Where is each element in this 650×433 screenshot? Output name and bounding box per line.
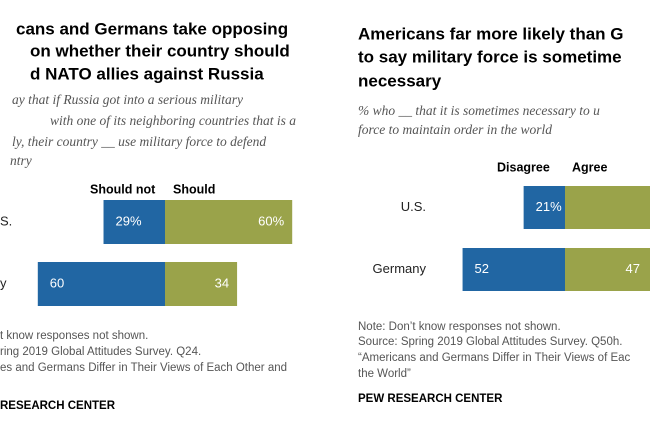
chart-title: on whether their country should [30,41,290,60]
credit: PEW RESEARCH CENTER [358,393,503,405]
note: “Americans and Germans Differ in Their V… [358,352,631,364]
chart-subtitle: ntry [10,153,32,168]
value-label: 52 [475,261,489,276]
legend-label: Disagree [497,160,550,174]
category-label: U.S. [401,199,426,214]
note: Source: Spring 2019 Global Attitudes Sur… [358,336,622,348]
bar [462,248,565,291]
category-label: y [0,275,7,290]
value-label: 60% [258,213,284,228]
chart-subtitle: with one of its neighboring countries th… [50,113,296,128]
note: es and Germans Differ in Their Views of … [0,362,287,374]
value-label: 21% [536,199,562,214]
chart-subtitle: force to maintain order in the world [358,122,552,137]
chart-title: necessary [358,71,442,90]
note: ring 2019 Global Attitudes Survey. Q24. [0,346,201,358]
category-label: Germany [373,261,427,276]
legend-label: Should not [90,182,156,196]
bar [165,200,293,244]
value-label: 60 [50,275,64,290]
note: t know responses not shown. [0,330,148,342]
bar [103,200,165,244]
chart-title: cans and Germans take opposing [16,19,288,38]
value-label: 47 [626,261,640,276]
note: the World” [358,368,411,380]
chart-title: Americans far more likely than G [358,24,624,43]
bar [565,248,650,291]
chart-subtitle: % who __ that it is sometimes necessary … [358,103,600,118]
chart-title: d NATO allies against Russia [30,64,264,83]
value-label: 29% [116,213,142,228]
credit: RESEARCH CENTER [0,400,116,412]
legend-label: Should [173,182,215,196]
bar [565,186,650,229]
chart-subtitle: ly, their country __ use military force … [12,134,266,149]
bar [165,262,238,306]
bar [37,262,165,306]
category-label: S. [0,213,12,228]
legend-label: Agree [572,160,607,174]
value-label: 34 [215,275,229,290]
chart-subtitle: ay that if Russia got into a serious mil… [12,92,243,107]
bar [523,186,565,229]
note: Note: Don’t know responses not shown. [358,321,561,333]
chart-title: to say military force is sometime [358,47,622,66]
